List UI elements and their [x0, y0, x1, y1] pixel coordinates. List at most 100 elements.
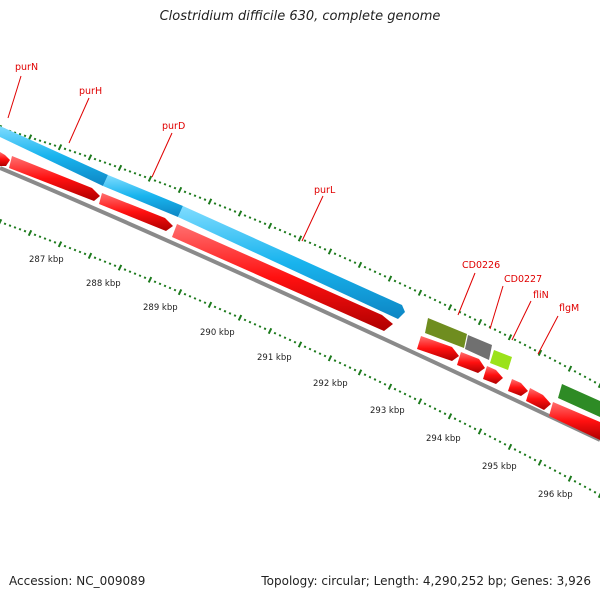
minor-tick: [303, 345, 307, 349]
minor-tick: [593, 380, 597, 384]
minor-tick: [113, 264, 117, 267]
major-tick: [567, 475, 573, 482]
minor-tick: [168, 286, 172, 290]
minor-tick: [258, 220, 262, 224]
major-tick: [327, 355, 333, 362]
minor-tick: [263, 327, 267, 331]
cds-arrow[interactable]: [417, 336, 459, 361]
cds-arrow[interactable]: [549, 402, 600, 440]
minor-tick: [163, 182, 167, 186]
flgM-block[interactable]: [558, 384, 600, 417]
cds-arrow[interactable]: [508, 379, 528, 396]
minor-tick: [138, 274, 142, 278]
minor-tick: [438, 409, 442, 413]
purH-band[interactable]: [103, 175, 183, 217]
minor-tick: [378, 272, 382, 276]
minor-tick: [553, 469, 557, 472]
major-tick: [207, 301, 213, 308]
minor-tick: [143, 276, 147, 280]
minor-tick: [33, 137, 37, 141]
CD0226-block[interactable]: [425, 318, 467, 348]
major-tick: [537, 349, 543, 356]
gene-label-CD0226[interactable]: CD0226: [462, 260, 500, 271]
cds-arrow[interactable]: [457, 352, 485, 373]
minor-tick: [213, 305, 217, 309]
minor-tick: [363, 373, 367, 377]
minor-tick: [373, 378, 377, 381]
gene-label-purD[interactable]: purD: [162, 121, 185, 132]
minor-tick: [33, 233, 37, 237]
major-tick: [177, 288, 183, 296]
major-tick: [387, 383, 393, 390]
minor-tick: [123, 268, 127, 271]
minor-tick: [588, 378, 592, 381]
inner-tick-row: [0, 218, 600, 499]
minor-tick: [23, 229, 27, 233]
cds-arrow[interactable]: [9, 156, 100, 201]
minor-tick: [188, 192, 192, 196]
minor-tick: [183, 190, 187, 194]
minor-tick: [308, 241, 312, 245]
minor-tick: [393, 279, 397, 283]
minor-tick: [458, 419, 462, 423]
major-tick: [567, 365, 573, 372]
gene-label-purH[interactable]: purH: [79, 86, 102, 97]
minor-tick: [243, 318, 247, 322]
gene-label-flgM[interactable]: flgM: [559, 303, 579, 314]
minor-tick: [503, 333, 507, 337]
cds-arrow[interactable]: [99, 193, 173, 231]
cds-arrow[interactable]: [0, 152, 10, 166]
purD-purL-band[interactable]: [178, 206, 405, 319]
minor-tick: [8, 224, 12, 227]
major-tick: [417, 398, 423, 405]
major-tick: [477, 318, 483, 326]
CD0227-block[interactable]: [465, 335, 492, 360]
minor-tick: [428, 296, 432, 299]
minor-tick: [223, 206, 227, 209]
major-tick: [297, 341, 303, 348]
minor-tick: [98, 159, 102, 163]
minor-tick: [168, 184, 172, 188]
minor-tick: [383, 382, 387, 386]
scale-label: 287 kbp: [29, 255, 64, 265]
minor-tick: [323, 248, 327, 251]
minor-tick: [563, 474, 567, 478]
minor-tick: [293, 340, 297, 344]
major-tick: [267, 222, 273, 229]
fliN-block[interactable]: [490, 350, 512, 370]
minor-tick: [318, 352, 322, 355]
minor-tick: [433, 298, 437, 302]
gene-label-fliN[interactable]: fliN: [533, 290, 549, 301]
minor-tick: [343, 363, 347, 367]
minor-tick: [433, 407, 437, 411]
minor-tick: [368, 375, 372, 379]
major-tick: [177, 186, 183, 194]
minor-tick: [518, 341, 522, 344]
gene-label-purL[interactable]: purL: [314, 185, 336, 196]
minor-tick: [583, 375, 587, 379]
cds-arrows: [0, 152, 600, 440]
gene-label-purN[interactable]: purN: [15, 62, 38, 73]
minor-tick: [548, 466, 552, 470]
minor-tick: [558, 362, 562, 365]
major-tick: [147, 276, 153, 283]
minor-tick: [188, 295, 192, 298]
purN-band[interactable]: [0, 126, 108, 186]
cds-arrow[interactable]: [526, 388, 551, 410]
minor-tick: [498, 440, 502, 444]
minor-tick: [518, 450, 522, 454]
minor-tick: [73, 150, 77, 154]
minor-tick: [248, 216, 252, 219]
minor-tick: [73, 248, 77, 252]
cds-arrow[interactable]: [172, 224, 393, 331]
major-tick: [117, 164, 123, 172]
minor-tick: [338, 254, 342, 258]
cds-arrow[interactable]: [483, 366, 503, 384]
major-tick: [537, 459, 543, 466]
minor-tick: [413, 289, 417, 292]
minor-tick: [528, 346, 532, 349]
minor-tick: [133, 272, 137, 275]
minor-tick: [443, 412, 447, 416]
gene-label-CD0227[interactable]: CD0227: [504, 274, 542, 285]
